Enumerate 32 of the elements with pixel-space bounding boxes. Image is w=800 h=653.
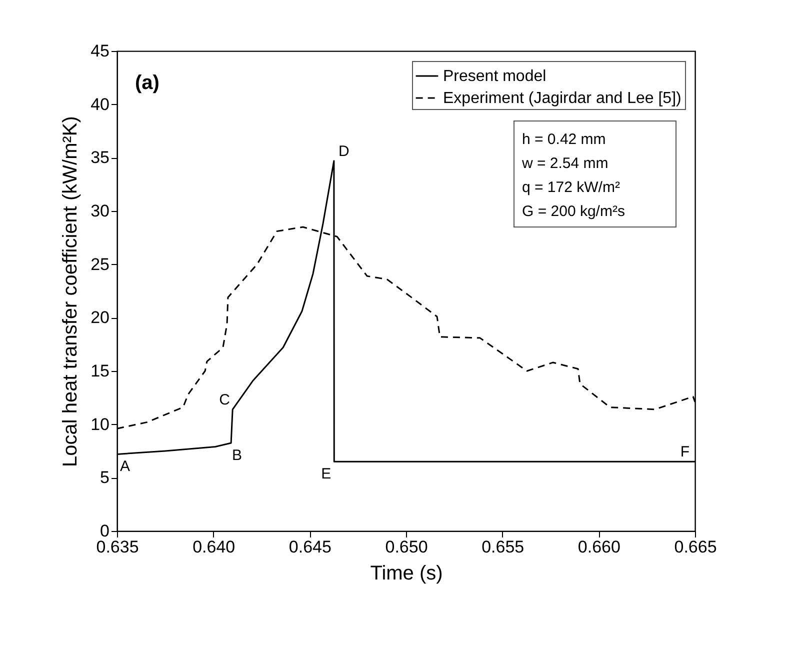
annotation: C: [219, 391, 230, 408]
x-tick-label: 0.640: [192, 538, 236, 556]
y-tick-label: 30: [90, 202, 110, 220]
legend-label: Present model: [443, 68, 546, 85]
y-tick-label: 10: [90, 414, 110, 434]
annotation: D: [338, 142, 350, 160]
x-tick-label: 0.635: [96, 538, 139, 556]
y-tick-label: 35: [90, 148, 110, 168]
annotation: A: [120, 458, 130, 476]
x-tick-label: 0.665: [674, 538, 717, 556]
y-tick-label: 40: [90, 94, 110, 114]
y-tick-label: 45: [90, 42, 110, 60]
x-tick-label: 0.645: [288, 538, 332, 556]
x-tick-label: 0.650: [385, 538, 428, 556]
y-tick-label: 0: [100, 522, 110, 540]
y-axis-title: Local heat transfer coefficient (kW/m²K): [60, 116, 82, 467]
x-tick-label: 0.660: [578, 538, 620, 556]
y-tick-label: 15: [90, 362, 110, 380]
y-tick-label: 5: [100, 468, 110, 488]
annotation: (a): [135, 72, 160, 94]
x-tick-label: 0.655: [482, 538, 524, 556]
y-tick-label: 20: [90, 308, 110, 328]
annotation: B: [232, 447, 242, 464]
x-axis-title: Time (s): [370, 562, 443, 584]
annotation: E: [321, 466, 332, 483]
annotation: q = 172 kW/m²: [522, 179, 620, 196]
annotation: h = 0.42 mm: [522, 131, 606, 148]
annotation: w = 2.54 mm: [521, 155, 608, 172]
y-tick-label: 25: [90, 254, 110, 274]
legend-label: Experiment (Jagirdar and Lee [5]): [443, 90, 682, 107]
annotation: G = 200 kg/m²s: [522, 203, 625, 220]
annotation: F: [680, 444, 690, 461]
